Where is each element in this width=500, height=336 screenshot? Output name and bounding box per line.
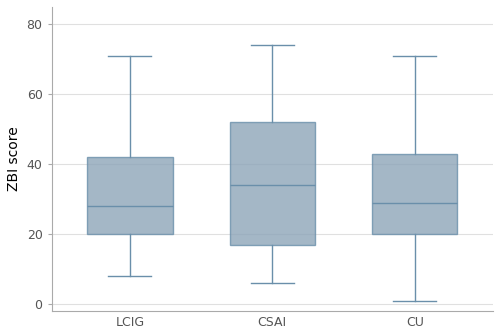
PathPatch shape: [372, 154, 458, 234]
PathPatch shape: [87, 157, 172, 234]
PathPatch shape: [230, 122, 315, 245]
Y-axis label: ZBI score: ZBI score: [7, 127, 21, 192]
